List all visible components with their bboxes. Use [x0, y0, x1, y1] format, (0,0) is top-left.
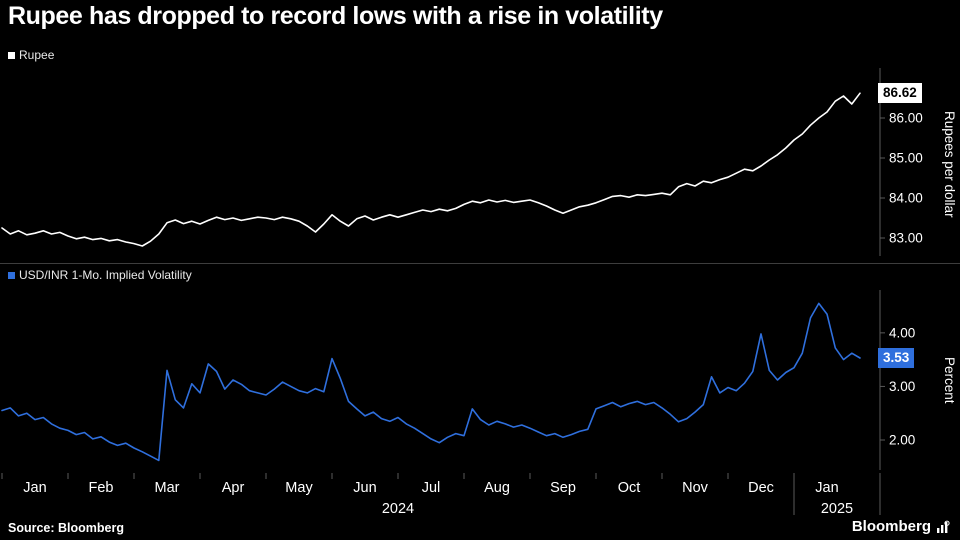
legend-swatch-rupee: [8, 51, 15, 59]
legend-swatch-volatility: [8, 271, 15, 279]
x-axis-year-label: 2025: [821, 501, 853, 517]
rupee-axis-title: Rupees per dollar: [942, 110, 957, 218]
panel-divider: [0, 263, 960, 264]
y-axis-tick-label: 85.00: [889, 151, 923, 166]
x-axis: Jan Feb Mar Apr May Jun Jul Aug Sep Oct Nov Dec Jan 2…: [1, 473, 881, 517]
x-axis-month-label: Jan: [815, 480, 838, 496]
bloomberg-logo-icon: [937, 520, 950, 533]
chart-title: Rupee has dropped to record lows with a …: [8, 2, 663, 30]
legend-label-rupee: Rupee: [19, 48, 55, 62]
y-axis-tick-label: 2.00: [889, 433, 915, 448]
volatility-axis-title: Percent: [942, 356, 957, 404]
volatility-last-value-badge: 3.53: [878, 348, 915, 368]
legend-volatility: USD/INR 1-Mo. Implied Volatility: [8, 268, 192, 282]
volatility-line-chart: 2.00 3.00 4.00: [1, 290, 915, 470]
x-axis-month-label: Nov: [682, 480, 709, 496]
legend-label-volatility: USD/INR 1-Mo. Implied Volatility: [19, 268, 192, 282]
rupee-line-chart: 83.00 84.00 85.00 86.00: [1, 68, 923, 256]
y-axis-tick-label: 83.00: [889, 231, 923, 246]
x-axis-month-label: Oct: [618, 480, 641, 496]
x-axis-month-label: Dec: [748, 480, 774, 496]
y-axis-tick-label: 3.00: [889, 379, 915, 394]
y-axis-tick-label: 4.00: [889, 325, 915, 340]
x-axis-month-label: May: [285, 480, 313, 496]
rupee-last-value-badge: 86.62: [878, 83, 922, 103]
bloomberg-wordmark: Bloomberg: [851, 518, 931, 535]
x-axis-month-label: Aug: [484, 480, 510, 496]
x-axis-month-label: Jan: [23, 480, 46, 496]
y-axis-tick-label: 84.00: [889, 191, 923, 206]
source-attribution: Source: Bloomberg: [8, 521, 124, 535]
x-axis-month-label: Apr: [222, 480, 245, 496]
x-axis-month-label: Mar: [155, 480, 180, 496]
x-axis-month-label: Feb: [89, 480, 114, 496]
y-axis-tick-label: 86.00: [889, 111, 923, 126]
volatility-series-line: [1, 302, 861, 462]
x-axis-month-label: Jul: [422, 480, 441, 496]
x-axis-month-label: Sep: [550, 480, 576, 496]
legend-rupee: Rupee: [8, 48, 54, 62]
x-axis-year-label: 2024: [382, 501, 414, 517]
rupee-series-line: [1, 92, 861, 247]
bloomberg-logo: Bloomberg: [852, 518, 950, 535]
x-axis-month-label: Jun: [353, 480, 376, 496]
